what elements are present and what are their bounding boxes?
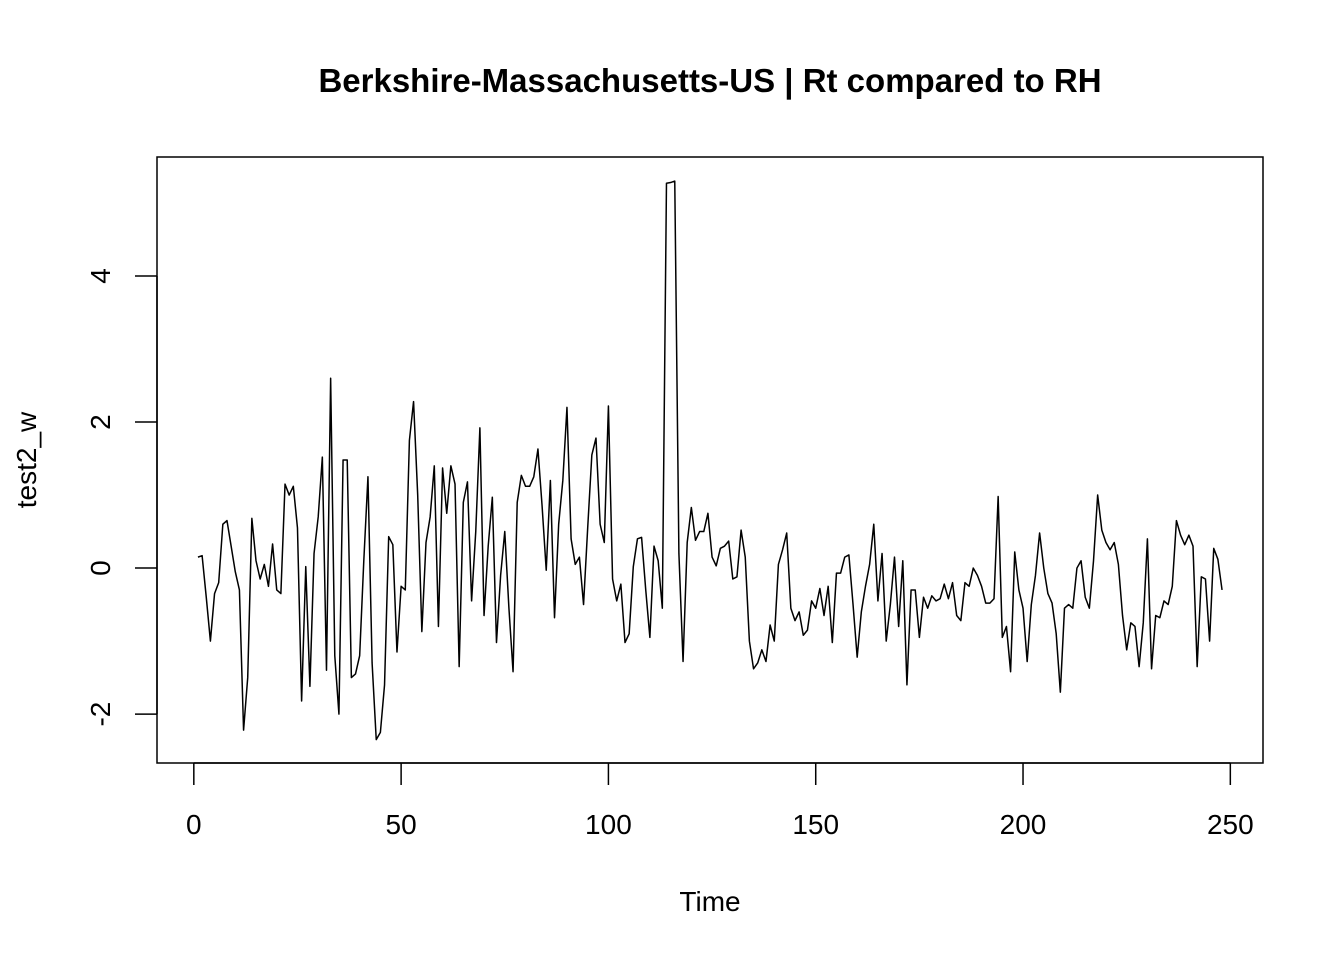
x-tick-label: 0 <box>186 809 202 840</box>
series-line <box>197 180 1223 741</box>
y-tick-label: 4 <box>85 268 116 284</box>
y-tick-label: 2 <box>85 414 116 430</box>
x-tick-label: 150 <box>792 809 839 840</box>
y-tick-label: 0 <box>85 560 116 576</box>
chart-title: Berkshire-Massachusetts-US | Rt compared… <box>318 62 1101 99</box>
y-tick-label: -2 <box>85 702 116 727</box>
x-tick-label: 200 <box>1000 809 1047 840</box>
x-axis-label: Time <box>679 886 740 917</box>
x-tick-label: 50 <box>386 809 417 840</box>
x-tick-label: 100 <box>585 809 632 840</box>
x-tick-label: 250 <box>1207 809 1254 840</box>
y-axis-label: test2_w <box>11 411 42 508</box>
